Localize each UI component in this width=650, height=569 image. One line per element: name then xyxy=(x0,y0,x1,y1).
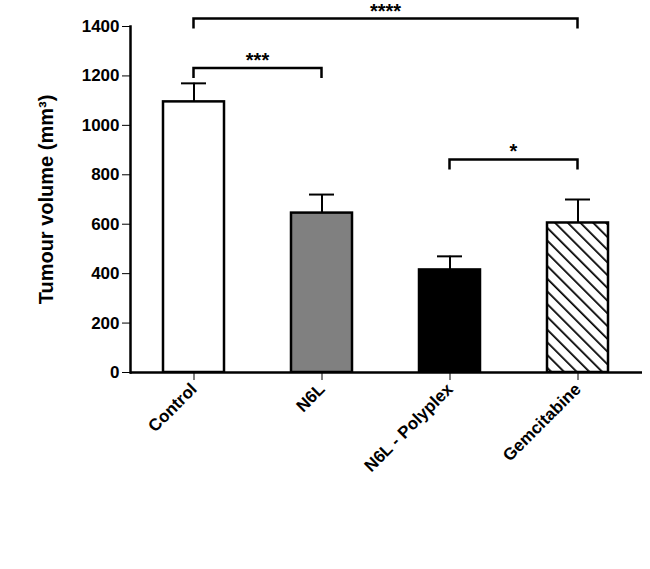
svg-text:400: 400 xyxy=(91,264,119,283)
svg-text:600: 600 xyxy=(91,215,119,234)
svg-text:Control: Control xyxy=(145,380,201,436)
svg-text:Gemcitabine: Gemcitabine xyxy=(499,380,585,466)
svg-text:1000: 1000 xyxy=(82,116,120,135)
svg-text:****: **** xyxy=(370,0,401,22)
svg-text:1400: 1400 xyxy=(82,17,120,36)
svg-text:800: 800 xyxy=(91,165,119,184)
svg-text:Tumour volume (mm³): Tumour volume (mm³) xyxy=(35,95,57,305)
svg-text:1200: 1200 xyxy=(82,66,120,85)
svg-text:N6L: N6L xyxy=(293,380,329,416)
svg-text:N6L - Polyplex: N6L - Polyplex xyxy=(361,379,457,475)
svg-text:*: * xyxy=(510,140,518,162)
svg-text:***: *** xyxy=(246,49,270,71)
svg-text:0: 0 xyxy=(110,363,119,382)
svg-text:200: 200 xyxy=(91,314,119,333)
